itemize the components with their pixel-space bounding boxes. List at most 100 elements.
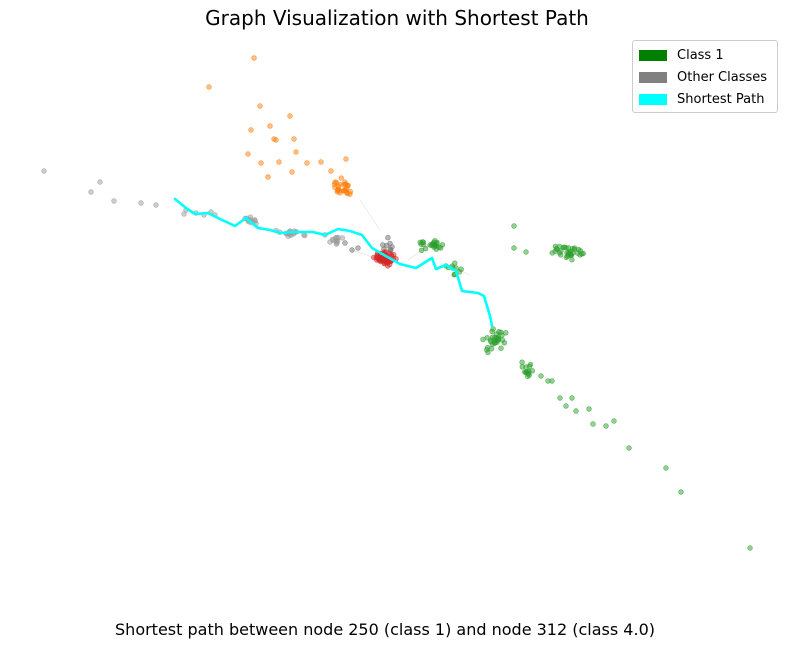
graph-node: [265, 174, 271, 180]
legend-label-shortest-path: Shortest Path: [677, 91, 765, 107]
graph-node: [422, 246, 429, 252]
graph-node: [385, 235, 391, 241]
graph-node: [349, 247, 355, 253]
graph-node: [563, 403, 569, 409]
chart-title: Graph Visualization with Shortest Path: [205, 6, 589, 30]
graph-node: [574, 250, 581, 256]
graph-node: [335, 186, 341, 193]
graph-node: [452, 260, 458, 266]
graph-node: [557, 395, 563, 401]
graph-node: [484, 335, 490, 341]
graph-node: [333, 179, 340, 186]
legend-item-class-1: Class 1: [639, 44, 771, 66]
graph-node: [327, 239, 333, 245]
graph-node: [374, 252, 380, 259]
legend-swatch-other-classes: [639, 71, 667, 83]
graph-node: [271, 136, 277, 142]
graph-node: [529, 368, 535, 374]
graph-node: [525, 373, 531, 380]
graph-node: [391, 252, 397, 258]
graph-node: [343, 181, 349, 188]
graph-node: [252, 218, 258, 224]
graph-node: [293, 149, 299, 155]
graph-node: [248, 127, 254, 133]
graph-node: [339, 235, 346, 241]
caption: Shortest path between node 250 (class 1)…: [115, 620, 655, 639]
graph-node: [304, 160, 310, 166]
graph-node: [493, 335, 500, 341]
graph-node: [747, 545, 753, 551]
graph-node: [355, 245, 361, 251]
graph-node: [267, 123, 273, 129]
graph-node: [419, 239, 426, 245]
graph-node: [383, 258, 389, 264]
graph-node: [342, 240, 348, 246]
graph-node: [498, 345, 504, 351]
graph-node: [519, 359, 525, 365]
graph-node: [206, 84, 212, 90]
graph-node: [387, 240, 393, 247]
graph-node: [519, 364, 525, 370]
graph-node: [552, 248, 558, 255]
graph-node: [549, 378, 555, 384]
graph-node: [501, 340, 508, 346]
graph-node: [678, 489, 684, 495]
graph-node: [603, 423, 609, 429]
graph-node: [258, 160, 264, 166]
graph-node: [538, 373, 544, 379]
legend-swatch-class-1: [639, 49, 667, 61]
graph-node: [429, 241, 436, 247]
graph-node: [333, 235, 339, 241]
graph-node: [490, 326, 496, 332]
graph-node: [573, 408, 579, 414]
graph-node: [586, 406, 592, 412]
graph-node: [565, 252, 571, 258]
legend-item-shortest-path: Shortest Path: [639, 88, 771, 110]
graph-nodes: [41, 55, 753, 551]
graph-node: [511, 245, 517, 251]
legend-label-class-1: Class 1: [677, 47, 724, 63]
graph-edge: [351, 249, 376, 259]
graph-node: [41, 168, 47, 174]
legend-label-other-classes: Other Classes: [677, 69, 768, 85]
graph-node: [526, 363, 533, 369]
graph-node: [523, 249, 529, 255]
graph-node: [557, 252, 564, 258]
legend-swatch-shortest-path: [639, 93, 667, 105]
graph-node: [276, 159, 282, 165]
graph-node: [302, 232, 308, 239]
legend-item-other-classes: Other Classes: [639, 66, 771, 88]
graph-node: [257, 103, 263, 109]
graph-node: [153, 202, 159, 208]
graph-node: [97, 179, 103, 185]
graph-node: [611, 418, 617, 424]
graph-node: [511, 223, 517, 229]
graph-node: [387, 261, 393, 267]
legend: Class 1 Other Classes Shortest Path: [632, 40, 778, 113]
graph-node: [626, 445, 632, 451]
graph-node: [251, 55, 257, 61]
graph-node: [287, 113, 293, 119]
graph-edge: [359, 199, 381, 231]
graph-node: [338, 175, 344, 181]
graph-node: [291, 136, 297, 142]
graph-node: [318, 159, 324, 165]
graph-node: [433, 246, 439, 252]
graph-node: [343, 156, 349, 162]
graph-node: [663, 465, 669, 471]
shortest-path-line: [173, 197, 494, 328]
graph-node: [590, 421, 596, 427]
graph-edges: [351, 199, 506, 346]
graph-node: [289, 169, 295, 175]
graph-node: [111, 198, 117, 204]
graph-node: [344, 189, 350, 196]
graph-node: [522, 369, 528, 375]
graph-node: [245, 151, 251, 157]
graph-node: [571, 246, 578, 253]
graph-node: [484, 344, 491, 351]
graph-node: [569, 395, 575, 401]
graph-node: [285, 233, 291, 239]
graph-node: [563, 245, 569, 251]
graph-node: [328, 168, 334, 174]
graph-node: [569, 257, 575, 263]
